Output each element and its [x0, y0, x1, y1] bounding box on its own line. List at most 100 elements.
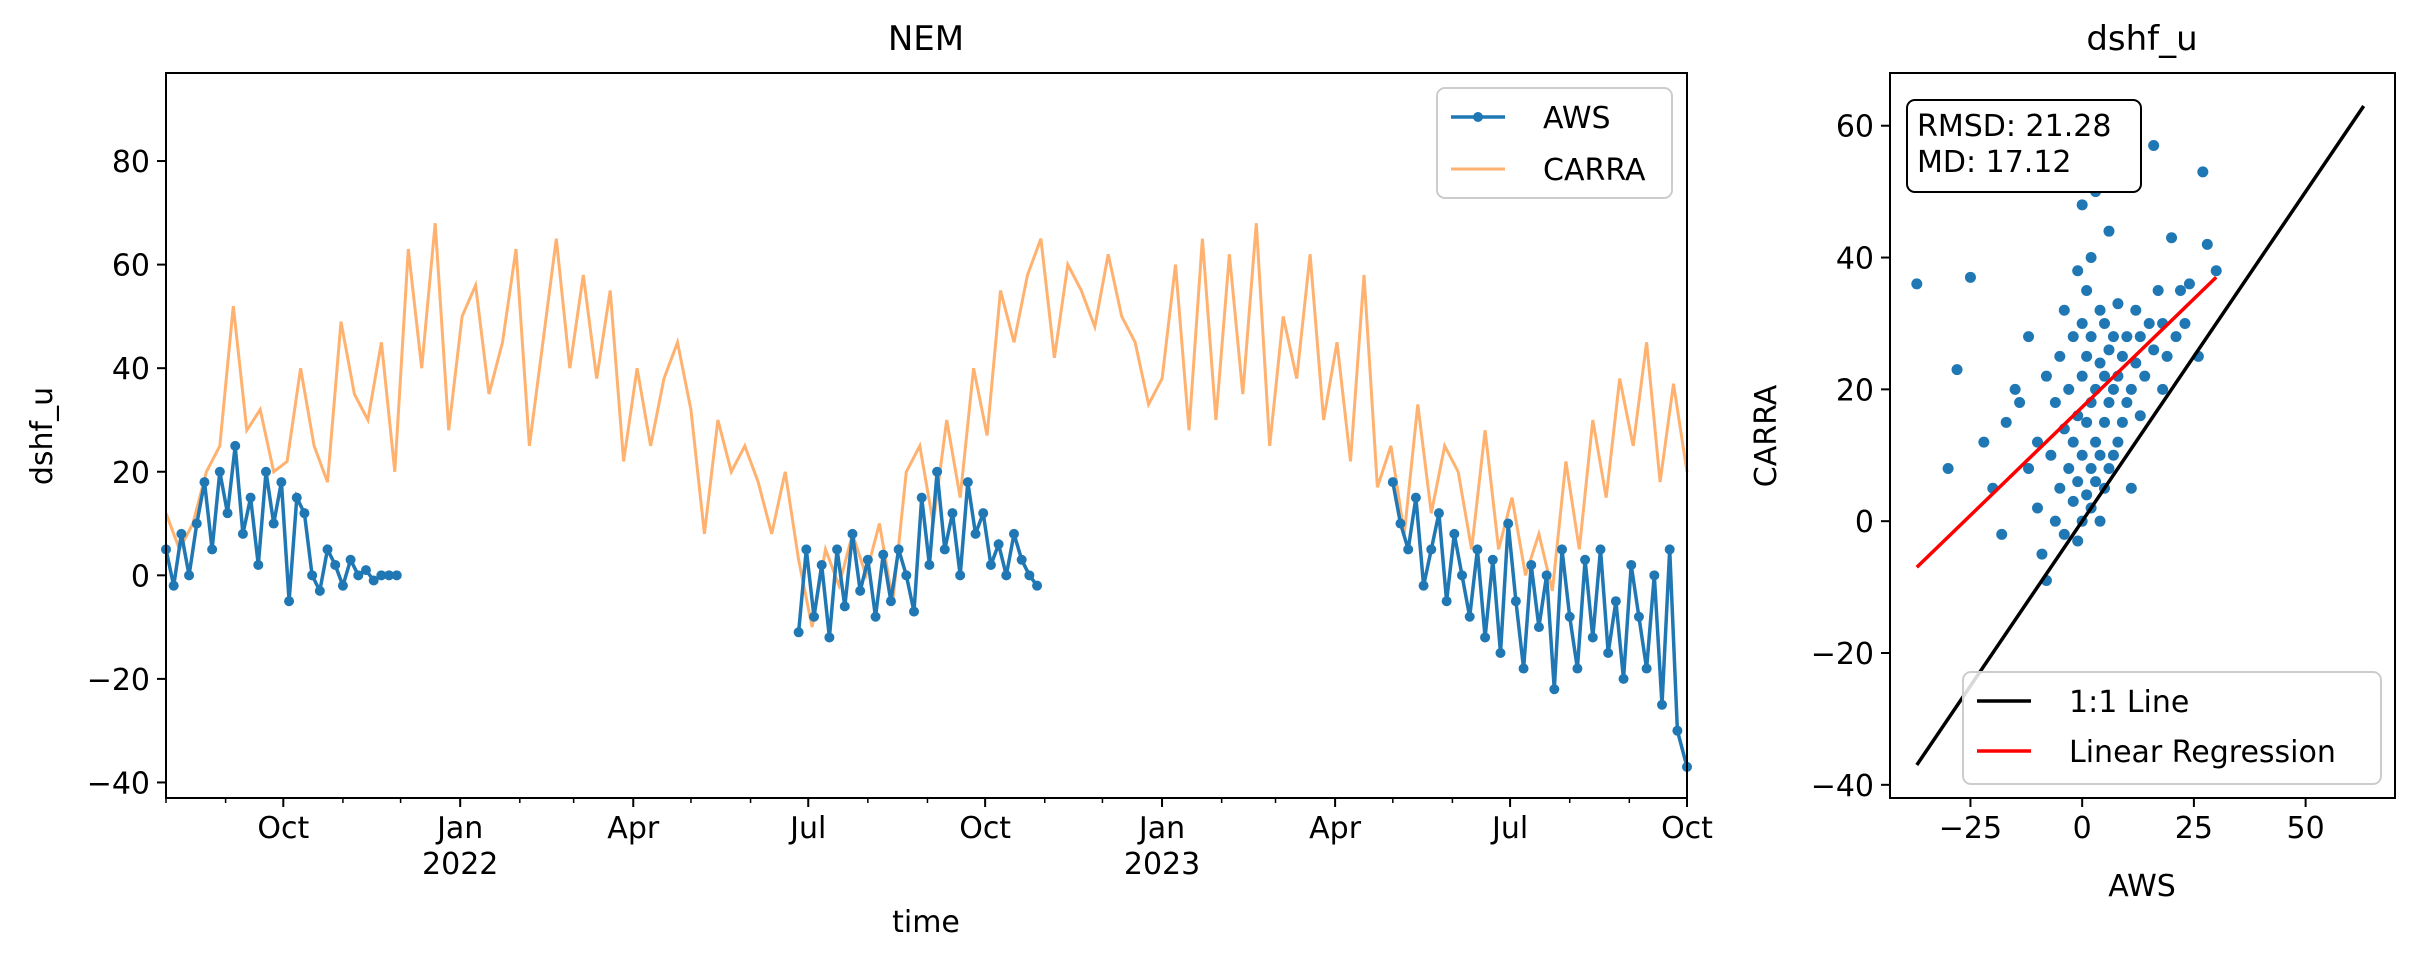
scatter-point — [2099, 317, 2111, 329]
aws-point — [291, 492, 302, 503]
aws-point — [832, 544, 843, 555]
aws-point — [245, 492, 256, 503]
aws-point — [307, 570, 318, 581]
aws-point — [1480, 632, 1491, 643]
scatter-point — [2076, 370, 2088, 382]
stats-annotation: RMSD: 21.28 MD: 17.12 — [1906, 99, 2142, 193]
aws-point — [268, 518, 279, 529]
scatter-point — [2094, 449, 2106, 461]
md-label: MD: 17.12 — [1917, 145, 2072, 180]
scatter-point — [2121, 331, 2133, 343]
plot-area — [161, 223, 1692, 772]
scatter-point — [2023, 331, 2035, 343]
scatter-point — [2103, 397, 2115, 409]
scatter-point — [2094, 515, 2106, 527]
scatter-x-tick-label: 25 — [2175, 811, 2213, 846]
scatter-point — [2094, 357, 2106, 369]
legend-label-aws: AWS — [1543, 101, 1611, 136]
rmsd-label: RMSD: 21.28 — [1917, 109, 2111, 144]
aws-point — [1449, 528, 1460, 539]
aws-point — [1024, 570, 1035, 581]
scatter-point — [2183, 278, 2195, 290]
scatter-point — [2009, 383, 2021, 395]
series-line-aws — [164, 445, 1689, 768]
aws-point — [276, 477, 287, 488]
y-tick-label: −20 — [87, 663, 150, 698]
scatter-y-tick-label: 0 — [1855, 505, 1874, 540]
aws-point — [916, 492, 927, 503]
aws-point — [391, 570, 402, 581]
legend-label-regression: Linear Regression — [2069, 735, 2336, 770]
y-tick-label: 20 — [112, 456, 150, 491]
aws-point — [237, 528, 248, 539]
aws-point — [1533, 622, 1544, 633]
x-tick-label: Oct — [1661, 811, 1713, 846]
aws-point — [893, 544, 904, 555]
aws-point — [1032, 580, 1043, 591]
aws-point — [1433, 508, 1444, 519]
scatter-point — [2116, 350, 2128, 362]
scatter-point — [2125, 383, 2137, 395]
aws-point — [1641, 663, 1652, 674]
scatter-point — [2148, 140, 2160, 151]
scatter-point — [2049, 397, 2061, 409]
y-tick-label: 60 — [112, 249, 150, 284]
scatter-point — [2103, 462, 2115, 474]
aws-point — [1016, 554, 1027, 565]
stats-box — [1906, 99, 2142, 193]
scatter-y-tick-label: 40 — [1836, 242, 1874, 277]
scatter-point — [2076, 317, 2088, 329]
scatter-point — [2107, 449, 2119, 461]
scatter-point — [2054, 482, 2066, 494]
aws-point — [993, 539, 1004, 550]
y-axis-label: dshf_u — [25, 387, 60, 485]
aws-point — [176, 528, 187, 539]
scatter-point — [2067, 495, 2079, 507]
scatter-point — [2166, 232, 2178, 244]
aws-point — [909, 606, 920, 617]
scatter-point — [2081, 416, 2093, 428]
aws-point — [932, 466, 943, 477]
aws-point — [862, 554, 873, 565]
scatter-point — [2121, 397, 2133, 409]
aws-point — [847, 528, 858, 539]
aws-point — [1387, 477, 1398, 488]
aws-point — [376, 570, 387, 581]
aws-point — [1564, 611, 1575, 622]
scatter-point — [1996, 528, 2008, 540]
aws-point — [1395, 518, 1406, 529]
x-tick-label: Apr — [1309, 811, 1362, 846]
x-axis-label: time — [892, 905, 960, 940]
series-line-carra — [164, 223, 1689, 628]
scatter-y-axis: −40 −20 0 20 40 60 — [1811, 110, 1890, 804]
scatter-x-axis-label: AWS — [2108, 869, 2176, 904]
scatter-point — [2085, 331, 2097, 343]
scatter-point — [2067, 436, 2079, 448]
scatter-point — [2103, 344, 2115, 356]
aws-point — [199, 477, 210, 488]
aws-point — [1472, 544, 1483, 555]
scatter-point — [2152, 285, 2164, 296]
aws-point — [1649, 570, 1660, 581]
scatter-x-tick-label: −25 — [1939, 811, 2002, 846]
aws-point — [839, 601, 850, 612]
aws-point — [330, 559, 341, 570]
aws-point — [1626, 559, 1637, 570]
aws-point — [885, 596, 896, 607]
regression-line — [1915, 276, 2218, 569]
aws-point — [214, 466, 225, 477]
x-tick-label: Jan — [435, 811, 483, 846]
scatter-point — [2143, 317, 2155, 329]
aws-point — [939, 544, 950, 555]
scatter-point — [2107, 383, 2119, 395]
scatter-x-tick-label: 50 — [2287, 811, 2325, 846]
legend-label-one-to-one: 1:1 Line — [2069, 685, 2189, 720]
scatter-point — [1911, 278, 1923, 290]
scatter-point — [2085, 252, 2097, 264]
y-tick-label: 0 — [131, 559, 150, 594]
scatter-point — [2161, 350, 2173, 362]
aws-point — [870, 611, 881, 622]
